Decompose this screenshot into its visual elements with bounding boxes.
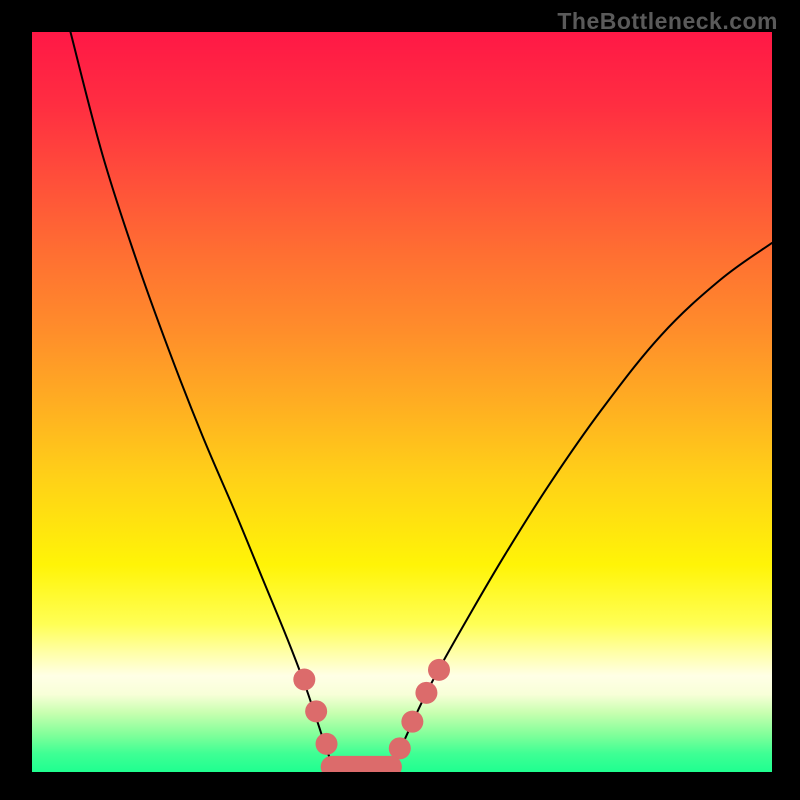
marker-left-2	[316, 733, 338, 755]
marker-right-2	[415, 682, 437, 704]
watermark-text: TheBottleneck.com	[557, 8, 778, 35]
marker-left-1	[305, 700, 327, 722]
marker-left-0	[293, 669, 315, 691]
marker-bottom-bar	[321, 756, 402, 772]
plot-background	[32, 32, 772, 772]
marker-right-1	[401, 711, 423, 733]
bottleneck-chart	[32, 32, 772, 772]
chart-container	[32, 32, 772, 772]
marker-right-3	[428, 659, 450, 681]
